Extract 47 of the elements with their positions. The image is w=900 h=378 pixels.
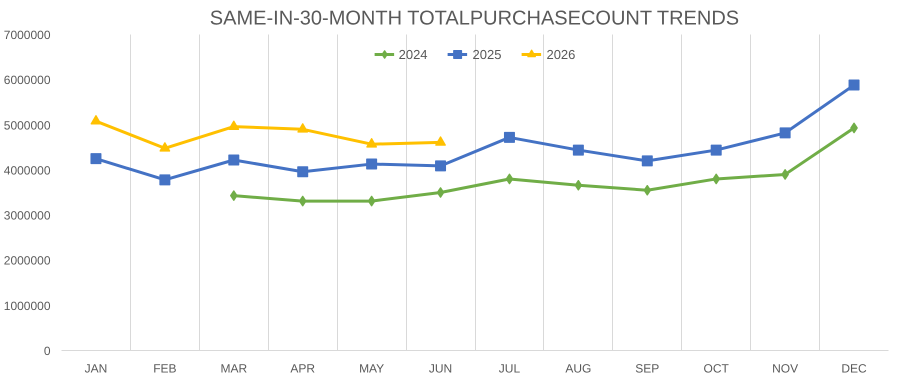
point [504,132,515,143]
point [436,187,444,198]
x-tick-label: AUG [565,362,592,376]
y-tick-label: 1000000 [4,298,51,313]
point [780,127,791,138]
point [366,138,378,148]
point [298,196,307,207]
point [228,120,240,130]
point [228,154,240,166]
y-tick-label: 6000000 [4,73,51,88]
point [435,136,446,146]
point [435,160,446,172]
y-tick-label: 7000000 [4,28,51,42]
y-tick-label: 4000000 [4,163,51,178]
legend-label: 2024 [398,46,428,62]
point [712,173,720,184]
x-tick-label: MAY [359,362,384,376]
y-tick-label: 3000000 [4,208,51,223]
x-tick-label: DEC [841,362,868,376]
x-tick-label: FEB [153,362,177,376]
point [90,153,102,164]
point [297,123,308,133]
x-tick-label: MAR [220,362,248,376]
x-tick-label: APR [290,362,316,376]
x-tick-label: NOV [772,362,798,376]
point [642,155,653,166]
y-tick-label: 5000000 [4,118,51,132]
legend-label: 2026 [546,46,576,62]
point [366,158,378,170]
point [90,114,102,125]
x-tick-label: JUL [498,362,520,376]
point [848,80,860,91]
point [572,144,584,156]
point [230,190,238,202]
x-tick-label: JAN [84,362,108,376]
point [297,166,308,178]
x-tick-label: SEP [635,362,660,376]
y-tick-label: 2000000 [4,254,51,268]
point [159,142,170,152]
point [710,144,722,156]
y-tick-label: 0 [44,344,51,358]
point [643,184,652,196]
point [159,174,170,186]
legend-label: 2025 [472,46,502,62]
x-tick-label: JUN [428,362,452,376]
x-tick-label: OCT [704,362,730,376]
chart-title: SAME-IN-30-MONTH TOTALPURCHASECOUNT TRENDS [210,8,740,30]
